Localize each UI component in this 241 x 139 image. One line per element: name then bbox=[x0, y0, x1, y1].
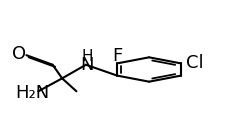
Text: H₂N: H₂N bbox=[15, 84, 49, 102]
Text: F: F bbox=[112, 47, 122, 65]
Text: H: H bbox=[81, 49, 93, 64]
Text: Cl: Cl bbox=[186, 54, 204, 72]
Text: N: N bbox=[80, 56, 94, 74]
Text: O: O bbox=[12, 45, 26, 63]
